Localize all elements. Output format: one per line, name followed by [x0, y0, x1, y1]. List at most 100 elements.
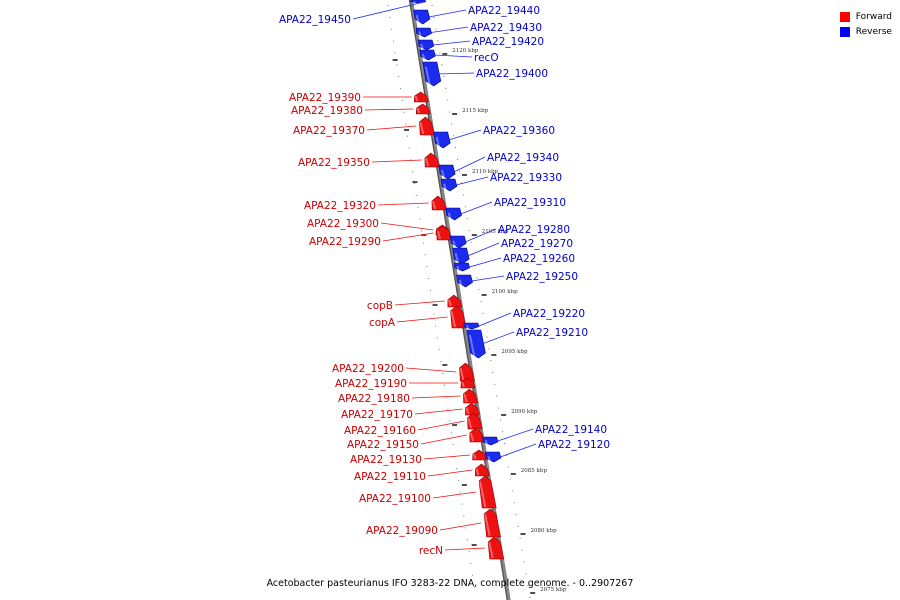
gene-label-APA22_19440: APA22_19440: [468, 5, 540, 17]
gene-copB-shape: [447, 294, 463, 308]
gene-APA22_19310-leader: [460, 201, 493, 215]
gene-APA22_19180-shape: [463, 388, 479, 404]
gene-APA22_19320-highlight: [431, 200, 437, 210]
gene-label-APA22_19190: APA22_19190: [335, 378, 407, 390]
gene-APA22_19400-highlight: [424, 66, 431, 86]
gene-label-APA22_19430: APA22_19430: [470, 22, 542, 34]
gene-label-APA22_19390: APA22_19390: [289, 92, 361, 104]
gene-APA22_19340-shape: [438, 164, 456, 180]
gene-label-APA22_19280: APA22_19280: [498, 224, 570, 236]
scale-label-3: 2105 kbp: [482, 229, 509, 235]
legend-item-forward: Forward: [839, 9, 892, 24]
gene-APA22_19200-highlight: [459, 367, 465, 381]
gene-label-APA22_19320: APA22_19320: [304, 200, 376, 212]
scale-label-5: 2095 kbp: [501, 349, 528, 355]
gene-copA-leader: [396, 316, 448, 323]
gene-label-APA22_19180: APA22_19180: [338, 393, 410, 405]
gene-label-recN: recN: [419, 545, 443, 557]
gene-label-APA22_19270: APA22_19270: [501, 238, 573, 250]
gene-APA22_19190-shape: [460, 377, 476, 389]
gene-APA22_19260-shape: [454, 262, 470, 272]
gene-copA-shape: [450, 305, 467, 329]
gene-label-APA22_19260: APA22_19260: [503, 253, 575, 265]
gene-APA22_19430-highlight: [418, 31, 422, 37]
gene-APA22_19350-highlight: [424, 157, 430, 167]
gene-APA22_19120-highlight: [487, 455, 491, 462]
gene-label-APA22_19100: APA22_19100: [359, 493, 431, 505]
gene-APA22_19280-shape: [449, 235, 467, 249]
gene-APA22_19400-shape: [422, 61, 442, 87]
scale-label-4: 2100 kbp: [492, 289, 519, 295]
gene-APA22_19090-highlight: [484, 513, 491, 537]
gene-APA22_19110-leader: [427, 469, 473, 477]
gene-label-APA22_19350: APA22_19350: [298, 157, 370, 169]
genome-caption: Acetobacter pasteurianus IFO 3283-22 DNA…: [266, 578, 634, 589]
gene-APA22_19330-highlight: [443, 183, 447, 191]
gene-APA22_19140-shape: [482, 436, 499, 446]
gene-recO-highlight: [421, 53, 426, 60]
gene-APA22_19290-highlight: [436, 230, 442, 240]
scale-label-1: 2115 kbp: [462, 108, 489, 114]
gene-APA22_19110-shape: [475, 463, 490, 477]
gene-APA22_19150-highlight: [469, 432, 474, 442]
gene-label-APA22_19210: APA22_19210: [516, 327, 588, 339]
gene-recN-highlight: [488, 541, 494, 559]
gene-APA22_19130-highlight: [473, 453, 477, 460]
gene-label-APA22_19370: APA22_19370: [293, 125, 365, 137]
gene-label-APA22_19290: APA22_19290: [309, 236, 381, 248]
gene-APA22_19310-highlight: [447, 212, 452, 220]
gene-APA22_19160-highlight: [467, 417, 473, 429]
gene-APA22_19390-shape: [413, 91, 429, 103]
gene-APA22_19380-leader: [364, 108, 414, 111]
gene-APA22_19360-highlight: [435, 136, 441, 148]
gene-APA22_19270-highlight: [454, 252, 460, 264]
gene-label-APA22_19150: APA22_19150: [347, 439, 419, 451]
scale-label-2: 2110 kbp: [472, 169, 499, 175]
gene-APA22_19250-leader: [471, 275, 505, 282]
gene-APA22_19280-highlight: [452, 240, 457, 248]
backbone: [410, 0, 511, 600]
gene-label-APA22_19420: APA22_19420: [472, 36, 544, 48]
gene-recN-shape: [487, 536, 505, 560]
gene-APA22_19350-leader: [371, 159, 422, 163]
gene-APA22_19370-leader: [366, 125, 417, 131]
gene-label-APA22_19160: APA22_19160: [344, 425, 416, 437]
gene-APA22_19430-leader: [431, 26, 469, 33]
gene-APA22_19170-shape: [465, 402, 480, 416]
legend-item-reverse: Reverse: [839, 24, 892, 39]
gene-APA22_19350-shape: [424, 152, 440, 168]
gene-recN-leader: [444, 547, 486, 551]
legend-label-reverse: Reverse: [855, 26, 892, 37]
gene-APA22_19440-leader: [428, 9, 467, 18]
gene-label-APA22_19250: APA22_19250: [506, 271, 578, 283]
gene-label-APA22_19400: APA22_19400: [476, 68, 548, 80]
gene-APA22_19290-leader: [382, 232, 434, 242]
gene-APA22_19220-highlight: [466, 325, 469, 329]
gene-label-APA22_19090: APA22_19090: [366, 525, 438, 537]
gene-APA22_19450-leader: [352, 1, 427, 20]
gene-APA22_19160-leader: [417, 420, 465, 431]
gene-APA22_19430-shape: [415, 27, 432, 38]
gene-APA22_19220-shape: [463, 322, 480, 330]
gene-APA22_19370-shape: [419, 116, 435, 136]
gene-APA22_19220-leader: [478, 312, 512, 327]
gene-copB-highlight: [447, 299, 452, 307]
gene-label-APA22_19200: APA22_19200: [332, 363, 404, 375]
gene-APA22_19310-shape: [445, 207, 462, 221]
gene-APA22_19090-shape: [483, 508, 501, 538]
gene-APA22_19210-shape: [466, 329, 486, 359]
gene-APA22_19180-leader: [411, 395, 461, 399]
scale-label-8: 2080 kbp: [531, 528, 558, 534]
gene-APA22_19210-leader: [481, 331, 515, 345]
gene-APA22_19180-highlight: [463, 393, 468, 403]
gene-APA22_19270-leader: [467, 242, 500, 257]
gene-label-APA22_19340: APA22_19340: [487, 152, 559, 164]
forward-swatch: [839, 11, 850, 22]
gene-label-APA22_19110: APA22_19110: [354, 471, 426, 483]
gene-APA22_19120-leader: [500, 443, 537, 458]
gene-APA22_19190-highlight: [461, 381, 465, 388]
gene-APA22_19380-highlight: [416, 107, 421, 114]
gene-APA22_19200-shape: [459, 362, 475, 382]
gene-label-APA22_19300: APA22_19300: [307, 218, 379, 230]
reverse-swatch: [839, 26, 850, 37]
